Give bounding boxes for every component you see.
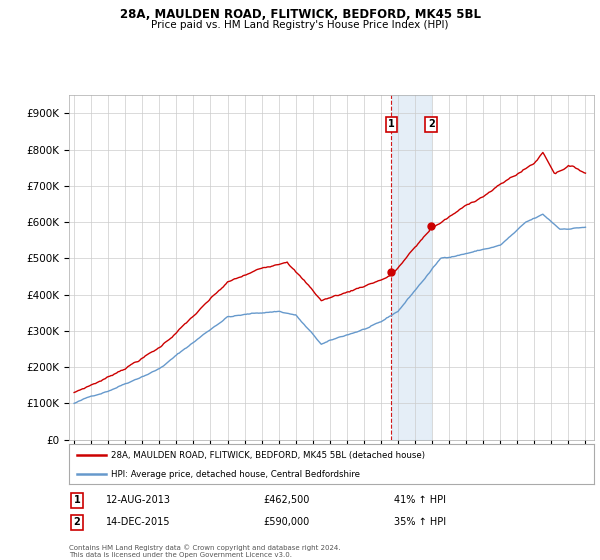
Text: £590,000: £590,000 xyxy=(263,517,310,528)
Text: 1: 1 xyxy=(388,119,395,129)
Text: 2: 2 xyxy=(428,119,434,129)
Text: 35% ↑ HPI: 35% ↑ HPI xyxy=(395,517,446,528)
Text: 28A, MAULDEN ROAD, FLITWICK, BEDFORD, MK45 5BL (detached house): 28A, MAULDEN ROAD, FLITWICK, BEDFORD, MK… xyxy=(111,451,425,460)
Text: Contains HM Land Registry data © Crown copyright and database right 2024.
This d: Contains HM Land Registry data © Crown c… xyxy=(69,544,341,558)
Text: 28A, MAULDEN ROAD, FLITWICK, BEDFORD, MK45 5BL: 28A, MAULDEN ROAD, FLITWICK, BEDFORD, MK… xyxy=(119,8,481,21)
Text: HPI: Average price, detached house, Central Bedfordshire: HPI: Average price, detached house, Cent… xyxy=(111,470,360,479)
Text: Price paid vs. HM Land Registry's House Price Index (HPI): Price paid vs. HM Land Registry's House … xyxy=(151,20,449,30)
Text: 12-AUG-2013: 12-AUG-2013 xyxy=(106,495,171,505)
Text: 2: 2 xyxy=(74,517,80,528)
Text: 1: 1 xyxy=(74,495,80,505)
Text: 14-DEC-2015: 14-DEC-2015 xyxy=(106,517,170,528)
Text: £462,500: £462,500 xyxy=(263,495,310,505)
Text: 41% ↑ HPI: 41% ↑ HPI xyxy=(395,495,446,505)
